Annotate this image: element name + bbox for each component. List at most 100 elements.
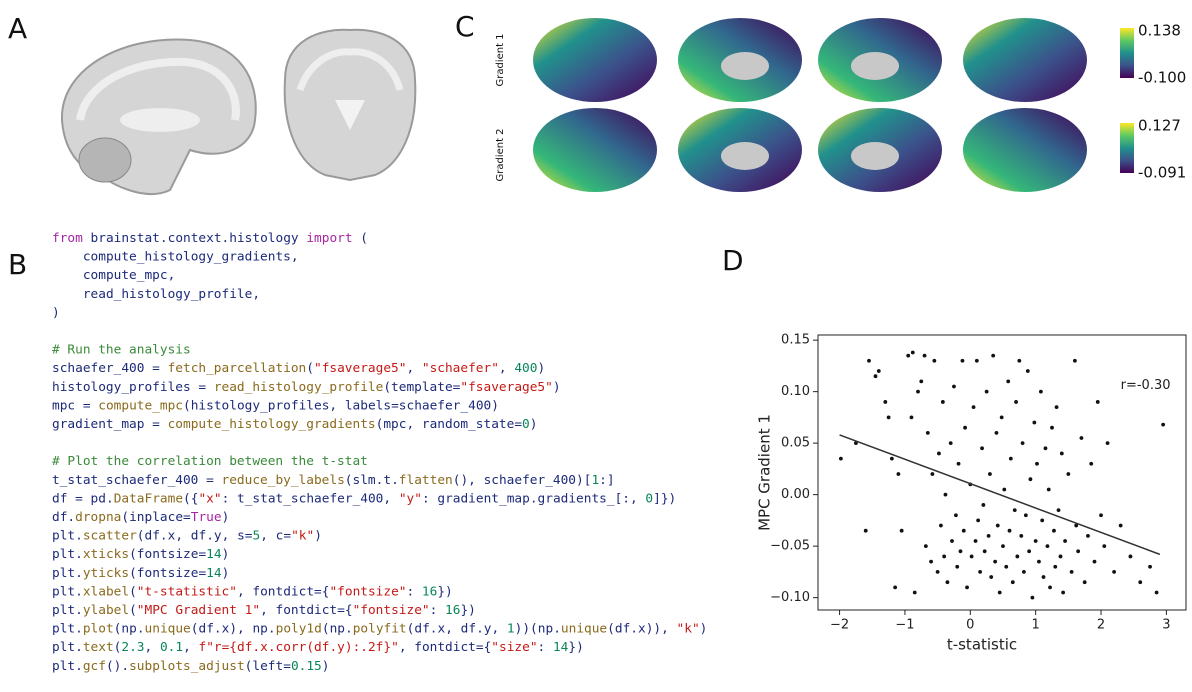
point <box>978 570 982 574</box>
point <box>995 431 999 435</box>
point <box>989 575 993 579</box>
colorbar-max: 0.138 <box>1138 22 1181 40</box>
point <box>980 446 984 450</box>
point <box>1129 555 1133 559</box>
point <box>1042 575 1046 579</box>
point <box>957 462 961 466</box>
fit-line <box>840 435 1160 554</box>
histology-illustration <box>62 30 415 194</box>
point <box>991 354 995 358</box>
point <box>1044 446 1048 450</box>
code-line: ) <box>52 305 60 320</box>
point <box>961 359 965 363</box>
gradient-label: Gradient 2 <box>495 128 506 181</box>
code-line: # Run the analysis <box>52 342 191 357</box>
code-line: plt.scatter(df.x, df.y, s=5, c="k") <box>52 528 322 543</box>
code-line: plt.plot(np.unique(df.x), np.poly1d(np.p… <box>52 621 707 636</box>
code-line: plt.ylabel("MPC Gradient 1", fontdict={"… <box>52 603 476 618</box>
code-line: df.dropna(inplace=True) <box>52 510 229 525</box>
x-tick-label: 3 <box>1162 618 1170 633</box>
point <box>1099 513 1103 517</box>
point <box>890 457 894 461</box>
point <box>974 539 978 543</box>
plot-frame <box>818 335 1186 610</box>
y-tick-label: 0.10 <box>781 384 810 399</box>
code-line: from brainstat.context.histology import … <box>52 231 368 246</box>
code-line: gradient_map = compute_histology_gradien… <box>52 417 537 432</box>
point <box>1013 508 1017 512</box>
point <box>1055 405 1059 409</box>
point <box>1004 565 1008 569</box>
point <box>1066 472 1070 476</box>
point <box>950 539 954 543</box>
point <box>988 472 992 476</box>
point <box>916 390 920 394</box>
x-tick-label: −1 <box>895 618 914 633</box>
point <box>932 359 936 363</box>
point <box>1024 513 1028 517</box>
code-line: plt.xticks(fontsize=14) <box>52 547 229 562</box>
point <box>1102 544 1106 548</box>
point <box>883 400 887 404</box>
point <box>1063 539 1067 543</box>
point <box>1057 508 1061 512</box>
point <box>975 359 979 363</box>
point <box>923 354 927 358</box>
point <box>919 379 923 383</box>
point <box>959 549 963 553</box>
panel-label: D <box>722 244 744 277</box>
point <box>946 580 950 584</box>
point <box>1083 580 1087 584</box>
point <box>1080 436 1084 440</box>
code-line: # Plot the correlation between the t-sta… <box>52 454 368 469</box>
code-line: compute_histology_gradients, <box>52 249 299 264</box>
point <box>939 524 943 528</box>
point <box>867 359 871 363</box>
point <box>1119 524 1123 528</box>
point <box>1073 359 1077 363</box>
point <box>1138 580 1142 584</box>
point <box>1034 539 1038 543</box>
point <box>1050 426 1054 430</box>
point <box>976 518 980 522</box>
brain-surfaces <box>533 18 1087 192</box>
code-line: plt.xlabel("t-statistic", fontdict={"fon… <box>52 584 453 599</box>
y-tick-label: −0.05 <box>770 539 810 554</box>
point <box>1048 585 1052 589</box>
point <box>1047 488 1051 492</box>
point <box>965 585 969 589</box>
point <box>1015 555 1019 559</box>
point <box>930 472 934 476</box>
point <box>926 431 930 435</box>
point <box>1089 462 1093 466</box>
point <box>1096 400 1100 404</box>
point <box>1019 534 1023 538</box>
point <box>936 570 940 574</box>
point <box>924 544 928 548</box>
point <box>985 390 989 394</box>
y-tick-label: 0.15 <box>781 333 810 348</box>
point <box>993 560 997 564</box>
point <box>1014 400 1018 404</box>
point <box>1052 529 1056 533</box>
point <box>839 457 843 461</box>
colorbar-min: -0.091 <box>1138 164 1186 182</box>
point <box>942 555 946 559</box>
point <box>962 529 966 533</box>
point <box>981 503 985 507</box>
point <box>1112 570 1116 574</box>
code-line: mpc = compute_mpc(histology_profiles, la… <box>52 398 499 413</box>
point <box>1002 488 1006 492</box>
point <box>1155 591 1159 595</box>
code-line: read_histology_profile, <box>52 286 260 301</box>
point <box>983 549 987 553</box>
point <box>987 534 991 538</box>
point <box>913 591 917 595</box>
code-line: compute_mpc, <box>52 268 175 283</box>
x-axis-label: t-statistic <box>947 636 1017 654</box>
point <box>1040 518 1044 522</box>
point <box>877 369 881 373</box>
panel-label: A <box>8 12 27 45</box>
code-line: plt.text(2.3, 0.1, f"r={df.x.corr(df.y):… <box>52 640 584 655</box>
gradient-label: Gradient 1 <box>495 33 506 86</box>
